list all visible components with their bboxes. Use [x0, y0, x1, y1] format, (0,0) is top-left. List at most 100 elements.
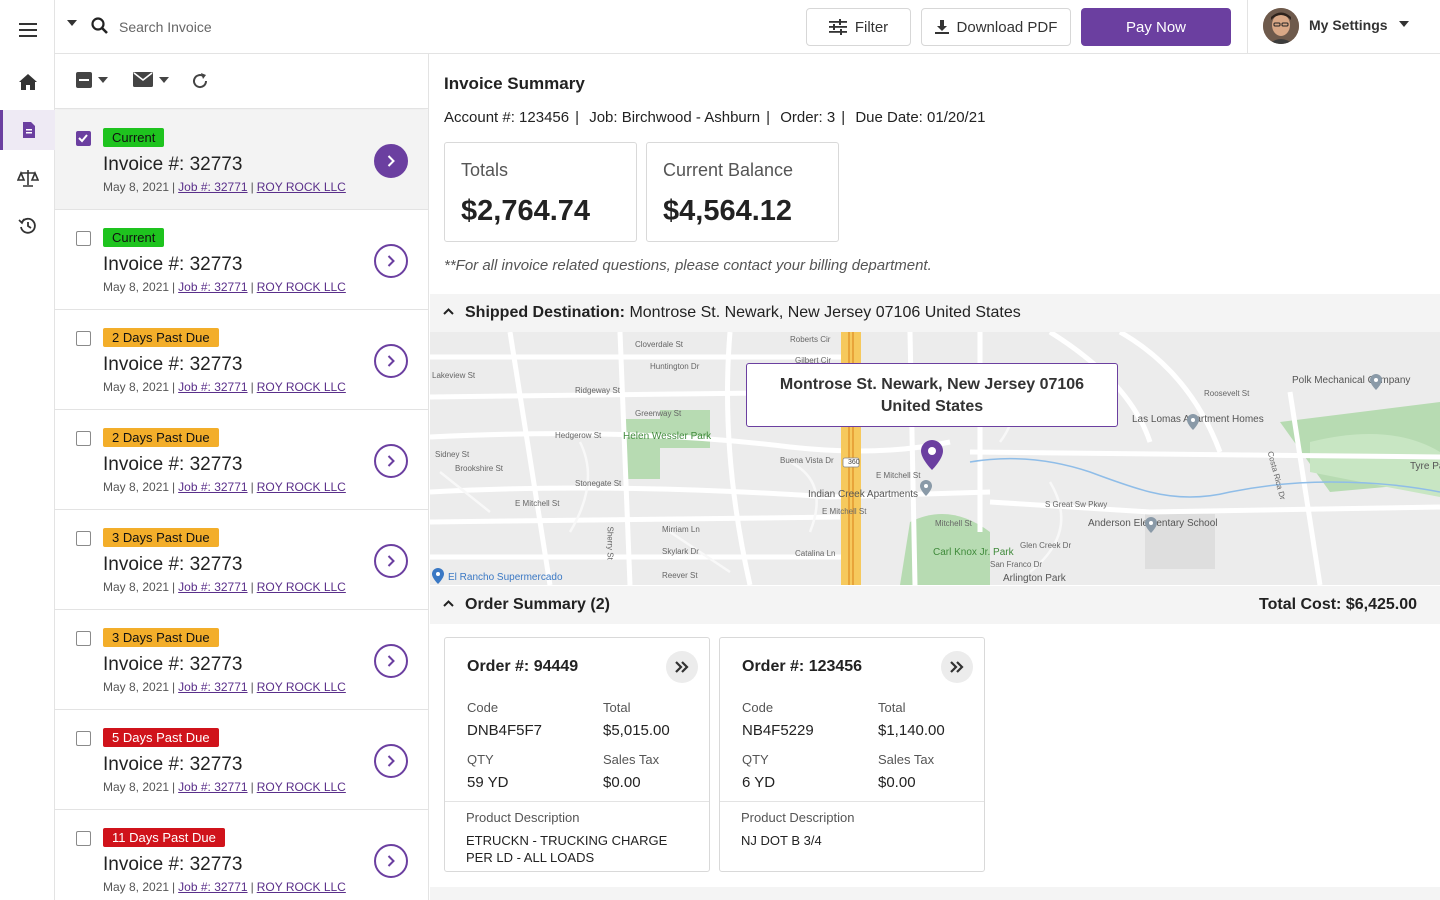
open-invoice-button[interactable] [374, 644, 408, 678]
order-count: Order: 3 [780, 109, 836, 126]
invoice-meta: May 8, 2021 | Job #: 32771 | ROY ROCK LLC [103, 680, 346, 694]
invoice-row[interactable]: 2 Days Past Due Invoice #: 32773 May 8, 20… [55, 410, 428, 510]
nav-balance[interactable] [0, 158, 55, 198]
invoice-meta: May 8, 2021 | Job #: 32771 | ROY ROCK LLC [103, 780, 346, 794]
open-invoice-button[interactable] [374, 344, 408, 378]
row-checkbox[interactable] [76, 131, 91, 146]
open-invoice-button[interactable] [374, 744, 408, 778]
invoice-row[interactable]: 3 Days Past Due Invoice #: 32773 May 8, 20… [55, 610, 428, 710]
company-link[interactable]: ROY ROCK LLC [256, 580, 346, 594]
park-area [900, 514, 990, 585]
chevron-up-icon [443, 600, 454, 607]
pay-now-button[interactable]: Pay Now [1081, 8, 1231, 46]
refresh-icon [193, 73, 208, 89]
company-link[interactable]: ROY ROCK LLC [256, 380, 346, 394]
job-link[interactable]: Job #: 32771 [178, 780, 248, 794]
company-link[interactable]: ROY ROCK LLC [256, 280, 346, 294]
company-link[interactable]: ROY ROCK LLC [256, 780, 346, 794]
row-checkbox[interactable] [76, 731, 91, 746]
street-label: San Franco Dr [990, 560, 1043, 569]
row-checkbox[interactable] [76, 831, 91, 846]
poi-label: Helen Wessler Park [623, 431, 712, 442]
shipping-label: Shipped Destination: [465, 304, 625, 321]
refresh-button[interactable] [191, 72, 209, 90]
order-expand-button[interactable] [666, 651, 698, 683]
qty-label: QTY [742, 752, 769, 767]
search-input[interactable] [119, 14, 419, 40]
row-checkbox[interactable] [76, 331, 91, 346]
order-number: Order #: 94449 [467, 658, 579, 675]
avatar[interactable] [1263, 8, 1299, 44]
map-pin-icon [1187, 414, 1199, 430]
company-link[interactable]: ROY ROCK LLC [256, 880, 346, 894]
shipping-section-header[interactable]: Shipped Destination: Montrose St. Newark… [430, 294, 1440, 332]
job-link[interactable]: Job #: 32771 [178, 580, 248, 594]
open-invoice-button[interactable] [374, 844, 408, 878]
order-total-cost: Total Cost: $6,425.00 [1259, 596, 1417, 613]
checkbox-indeterminate-icon [76, 72, 92, 88]
destination-pin-icon[interactable] [921, 440, 943, 470]
nav-rail [0, 0, 55, 900]
street-label: E Mitchell St [876, 471, 921, 480]
open-invoice-button[interactable] [374, 144, 408, 178]
highway-shield: 360 [848, 459, 860, 466]
job-link[interactable]: Job #: 32771 [178, 380, 248, 394]
job-link[interactable]: Job #: 32771 [178, 880, 248, 894]
total-label: Total [878, 700, 906, 715]
menu-button[interactable] [0, 10, 55, 50]
nav-home[interactable] [0, 62, 55, 102]
product-description: ETRUCKN - TRUCKING CHARGE PER LD - ALL L… [466, 833, 668, 865]
job-link[interactable]: Job #: 32771 [178, 680, 248, 694]
nav-invoices[interactable] [0, 110, 55, 150]
select-all-dropdown[interactable] [76, 72, 108, 88]
company-link[interactable]: ROY ROCK LLC [256, 180, 346, 194]
invoice-row[interactable]: Current Invoice #: 32773 May 8, 2021 | Job #… [55, 210, 428, 310]
invoice-row[interactable]: 11 Days Past Due Invoice #: 32773 May 8, 2… [55, 810, 428, 900]
total-label: Total [603, 700, 631, 715]
my-settings-label[interactable]: My Settings [1309, 17, 1388, 33]
invoice-meta: Account #: 123456 | Job: Birchwood - Ashb… [444, 109, 986, 126]
poi-label: Tyre Pa [1410, 461, 1440, 472]
caret-down-icon [98, 77, 108, 83]
invoice-row[interactable]: Current Invoice #: 32773 May 8, 2021 | Job #… [55, 110, 428, 210]
row-checkbox[interactable] [76, 431, 91, 446]
chevron-right-icon [387, 755, 395, 767]
filter-button[interactable]: Filter [806, 8, 911, 46]
double-chevron-right-icon [950, 661, 964, 673]
job-link[interactable]: Job #: 32771 [178, 480, 248, 494]
invoice-meta: May 8, 2021 | Job #: 32771 | ROY ROCK LLC [103, 880, 346, 894]
next-order-header [430, 887, 1440, 900]
job-link[interactable]: Job #: 32771 [178, 180, 248, 194]
company-link[interactable]: ROY ROCK LLC [256, 680, 346, 694]
tooltip-line-2: United States [880, 398, 984, 415]
open-invoice-button[interactable] [374, 544, 408, 578]
row-checkbox[interactable] [76, 231, 91, 246]
chevron-right-icon [387, 155, 395, 167]
invoice-meta: May 8, 2021 | Job #: 32771 | ROY ROCK LLC [103, 180, 346, 194]
chevron-down-icon[interactable] [1399, 21, 1409, 27]
email-dropdown[interactable] [133, 72, 169, 87]
row-checkbox[interactable] [76, 631, 91, 646]
street-label: Greenway St [635, 409, 682, 418]
open-invoice-button[interactable] [374, 244, 408, 278]
nav-history[interactable] [0, 206, 55, 246]
shipping-map[interactable]: 360 Roberts Cir Gilbert Cir Cloverdale S… [430, 332, 1440, 585]
order-section-header[interactable]: Order Summary (2) Total Cost: $6,425.00 [430, 586, 1440, 624]
search-scope-caret-icon[interactable] [67, 20, 77, 26]
search-icon[interactable] [91, 17, 109, 35]
invoice-meta: May 8, 2021 | Job #: 32771 | ROY ROCK LLC [103, 580, 346, 594]
pay-now-label: Pay Now [1125, 18, 1187, 36]
street-label: Sherry St [605, 526, 615, 560]
download-pdf-label: Download PDF [956, 18, 1058, 36]
invoice-row[interactable]: 2 Days Past Due Invoice #: 32773 May 8, 20… [55, 310, 428, 410]
company-link[interactable]: ROY ROCK LLC [256, 480, 346, 494]
park-area [660, 410, 710, 448]
invoice-title: Invoice #: 32773 [103, 654, 243, 675]
job-link[interactable]: Job #: 32771 [178, 280, 248, 294]
order-expand-button[interactable] [941, 651, 973, 683]
invoice-row[interactable]: 3 Days Past Due Invoice #: 32773 May 8, 20… [55, 510, 428, 610]
invoice-row[interactable]: 5 Days Past Due Invoice #: 32773 May 8, 20… [55, 710, 428, 810]
open-invoice-button[interactable] [374, 444, 408, 478]
row-checkbox[interactable] [76, 531, 91, 546]
download-pdf-button[interactable]: Download PDF [921, 8, 1071, 46]
